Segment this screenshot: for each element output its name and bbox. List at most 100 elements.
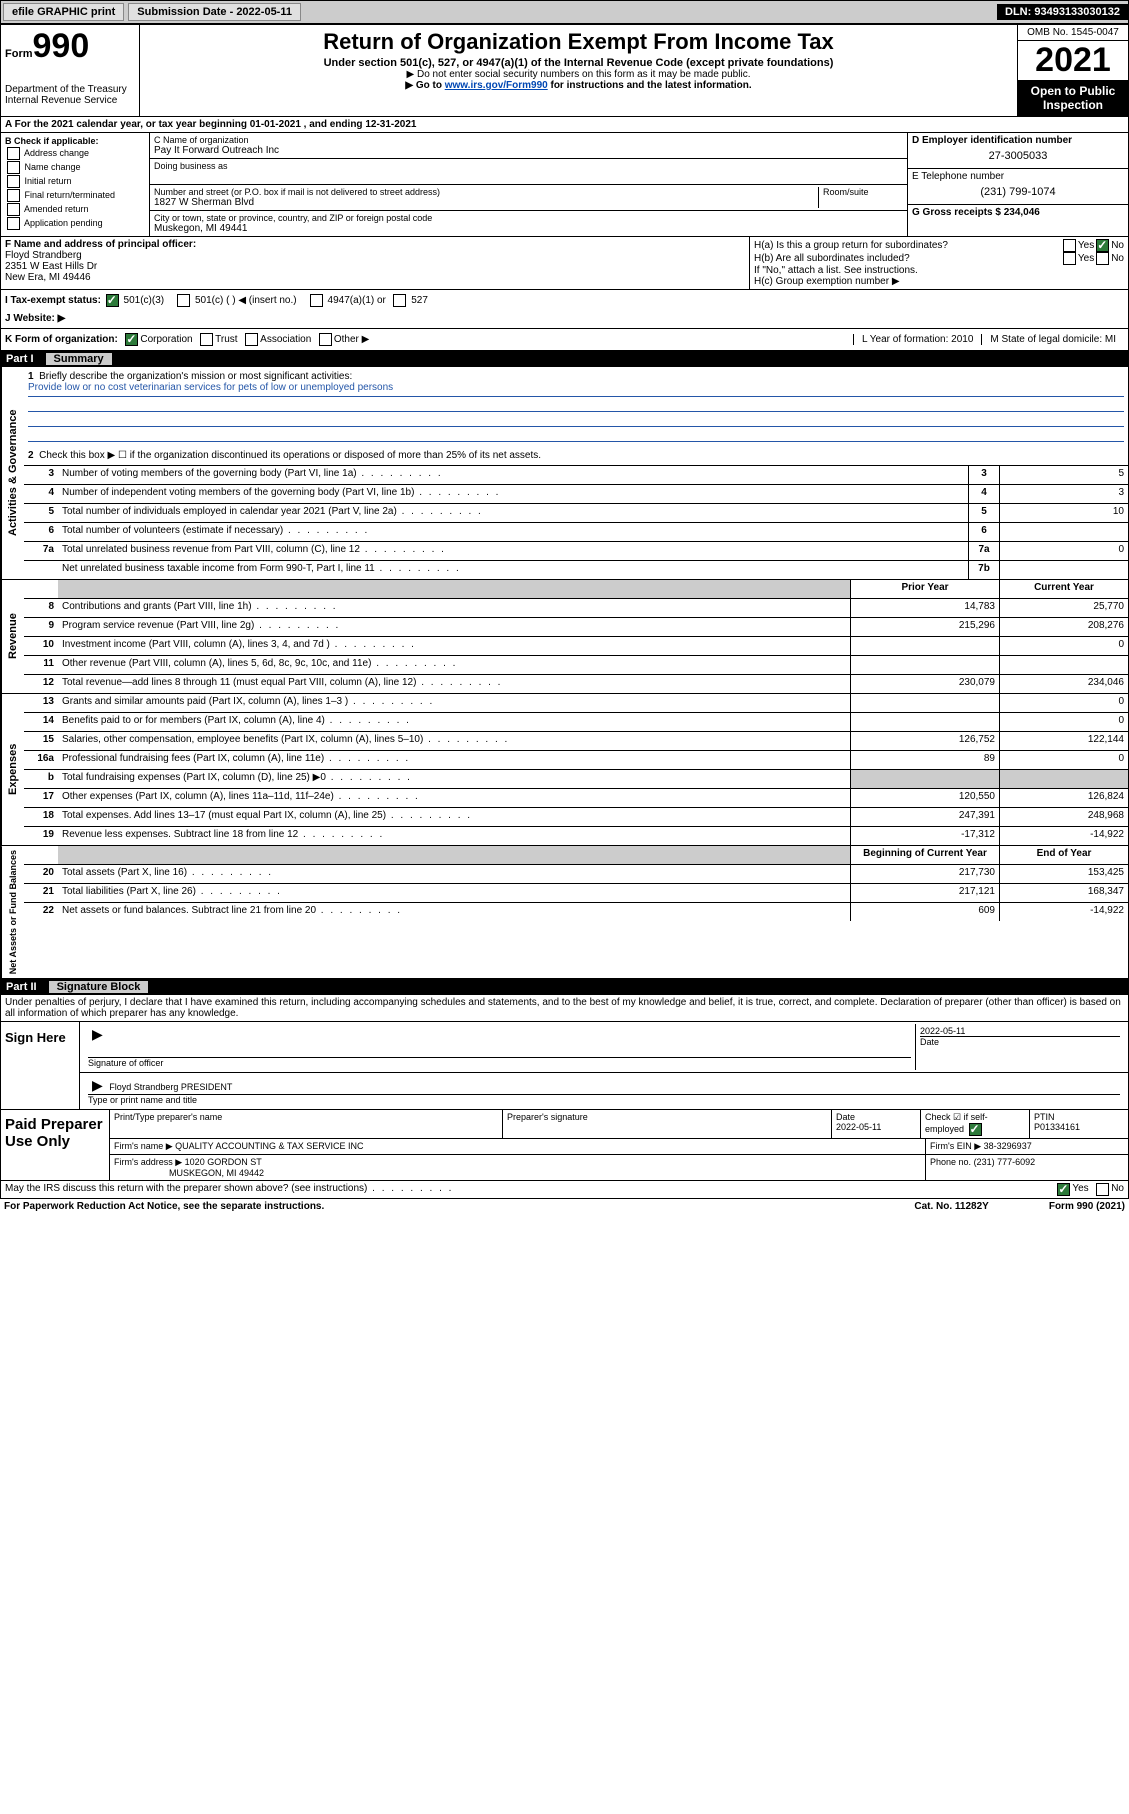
q2-label: Check this box ▶ ☐ if the organization d… (39, 450, 541, 461)
city-label: City or town, state or province, country… (154, 213, 903, 223)
prep-self-employed: Check ☑ if self-employed (921, 1110, 1030, 1138)
rev-row-12: 12 Total revenue—add lines 8 through 11 … (24, 675, 1128, 693)
officer-city: New Era, MI 49446 (5, 272, 745, 283)
chk-app-pending[interactable] (7, 217, 20, 230)
gov-row-7a: 7a Total unrelated business revenue from… (24, 542, 1128, 561)
lbl-corporation: Corporation (140, 334, 192, 345)
firm-addr-label: Firm's address ▶ (114, 1157, 182, 1167)
chk-final-return[interactable] (7, 189, 20, 202)
net-row-22: 22 Net assets or fund balances. Subtract… (24, 903, 1128, 921)
chk-other[interactable] (319, 333, 332, 346)
hb-note: If "No," attach a list. See instructions… (754, 265, 1124, 276)
exp-row-19: 19 Revenue less expenses. Subtract line … (24, 827, 1128, 845)
gov-row-6: 6 Total number of volunteers (estimate i… (24, 523, 1128, 542)
phone-label: E Telephone number (912, 171, 1124, 182)
lbl-trust: Trust (215, 334, 237, 345)
q1-label: Briefly describe the organization's miss… (39, 371, 352, 382)
room-label: Room/suite (823, 187, 903, 197)
omb-number: OMB No. 1545-0047 (1018, 25, 1128, 41)
chk-initial-return[interactable] (7, 175, 20, 188)
exp-row-16a: 16a Professional fundraising fees (Part … (24, 751, 1128, 770)
submission-date-button[interactable]: Submission Date - 2022-05-11 (128, 3, 301, 21)
officer-addr: 2351 W East Hills Dr (5, 261, 745, 272)
prep-phone-label: Phone no. (930, 1157, 971, 1167)
chk-hb-no[interactable] (1096, 252, 1109, 265)
ptin-value: P01334161 (1034, 1122, 1080, 1132)
paid-preparer-section: Paid Preparer Use Only Print/Type prepar… (0, 1110, 1129, 1181)
chk-4947[interactable] (310, 294, 323, 307)
form-label: Form (5, 48, 33, 60)
inspection-badge: Open to Public Inspection (1018, 80, 1128, 116)
paperwork-notice: For Paperwork Reduction Act Notice, see … (4, 1201, 324, 1212)
chk-ha-no[interactable] (1096, 239, 1109, 252)
chk-hb-yes[interactable] (1063, 252, 1076, 265)
prep-name-label: Print/Type preparer's name (110, 1110, 503, 1138)
chk-527[interactable] (393, 294, 406, 307)
row-a-period: A For the 2021 calendar year, or tax yea… (0, 117, 1129, 133)
chk-association[interactable] (245, 333, 258, 346)
exp-row-15: 15 Salaries, other compensation, employe… (24, 732, 1128, 751)
lbl-other: Other ▶ (334, 334, 369, 345)
org-address: 1827 W Sherman Blvd (154, 197, 818, 208)
chk-name-change[interactable] (7, 161, 20, 174)
section-identity: B Check if applicable: Address change Na… (0, 133, 1129, 237)
head-end-year: End of Year (999, 846, 1128, 864)
chk-discuss-yes[interactable] (1057, 1183, 1070, 1196)
lbl-527: 527 (411, 295, 428, 306)
penalty-statement: Under penalties of perjury, I declare th… (0, 995, 1129, 1022)
firm-name: QUALITY ACCOUNTING & TAX SERVICE INC (175, 1141, 363, 1151)
chk-amended[interactable] (7, 203, 20, 216)
side-governance: Activities & Governance (1, 367, 24, 579)
side-revenue: Revenue (1, 580, 24, 693)
prep-phone: (231) 777-6092 (974, 1157, 1036, 1167)
chk-self-employed[interactable] (969, 1123, 982, 1136)
ein-value: 27-3005033 (912, 146, 1124, 166)
section-officer-group: F Name and address of principal officer:… (0, 237, 1129, 290)
part1-title: Summary (46, 353, 112, 365)
chk-corporation[interactable] (125, 333, 138, 346)
top-bar: efile GRAPHIC print Submission Date - 20… (0, 0, 1129, 24)
prep-date: 2022-05-11 (836, 1122, 881, 1132)
form-header: Form990 Department of the Treasury Inter… (0, 24, 1129, 117)
chk-address-change[interactable] (7, 147, 20, 160)
prep-date-label: Date (836, 1112, 855, 1122)
gov-row-4: 4 Number of independent voting members o… (24, 485, 1128, 504)
irs-link[interactable]: www.irs.gov/Form990 (445, 80, 548, 91)
j-label: J Website: ▶ (5, 313, 65, 324)
chk-trust[interactable] (200, 333, 213, 346)
chk-ha-yes[interactable] (1063, 239, 1076, 252)
year-formation: L Year of formation: 2010 (853, 334, 981, 345)
firm-name-label: Firm's name ▶ (114, 1141, 173, 1151)
ha-label: H(a) Is this a group return for subordin… (754, 240, 1061, 251)
firm-addr2: MUSKEGON, MI 49442 (169, 1168, 264, 1178)
part2-title: Signature Block (49, 981, 149, 993)
i-label: I Tax-exempt status: (5, 295, 101, 306)
col-b-title: B Check if applicable: (5, 136, 145, 146)
net-row-21: 21 Total liabilities (Part X, line 26) 2… (24, 884, 1128, 903)
efile-print-button[interactable]: efile GRAPHIC print (3, 3, 124, 21)
head-beginning-year: Beginning of Current Year (850, 846, 999, 864)
k-label: K Form of organization: (5, 334, 118, 345)
form-title: Return of Organization Exempt From Incom… (144, 29, 1013, 55)
firm-addr1: 1020 GORDON ST (185, 1157, 262, 1167)
org-name: Pay It Forward Outreach Inc (154, 145, 903, 156)
officer-print-name: Floyd Strandberg PRESIDENT (109, 1082, 232, 1092)
chk-discuss-no[interactable] (1096, 1183, 1109, 1196)
mission-text: Provide low or no cost veterinarian serv… (28, 382, 1124, 397)
gross-receipts: G Gross receipts $ 234,046 (912, 207, 1124, 218)
gov-row-3: 3 Number of voting members of the govern… (24, 466, 1128, 485)
lbl-initial-return: Initial return (25, 176, 72, 186)
cat-no: Cat. No. 11282Y (914, 1201, 988, 1212)
chk-501c3[interactable] (106, 294, 119, 307)
gov-row-5: 5 Total number of individuals employed i… (24, 504, 1128, 523)
sign-here-section: Sign Here ▶ Signature of officer 2022-05… (0, 1022, 1129, 1110)
sig-date-label: Date (920, 1036, 1120, 1047)
head-current-year: Current Year (999, 580, 1128, 598)
phone-value: (231) 799-1074 (912, 182, 1124, 202)
state-domicile: M State of legal domicile: MI (981, 334, 1124, 345)
chk-501c[interactable] (177, 294, 190, 307)
exp-row-13: 13 Grants and similar amounts paid (Part… (24, 694, 1128, 713)
part1-label: Part I (6, 353, 46, 365)
side-net-assets: Net Assets or Fund Balances (1, 846, 24, 978)
hc-label: H(c) Group exemption number ▶ (754, 276, 1124, 287)
